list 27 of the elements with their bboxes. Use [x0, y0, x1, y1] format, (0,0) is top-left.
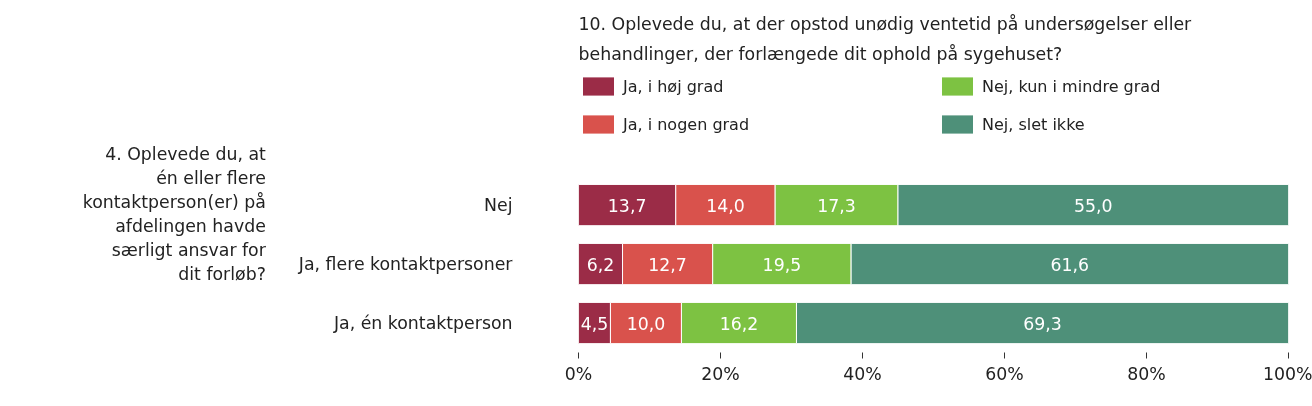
data-label: 4,5: [580, 313, 609, 334]
data-label: 10,0: [626, 313, 666, 334]
x-tick-label: 40%: [843, 363, 882, 384]
data-label: 61,6: [1050, 254, 1090, 275]
x-tick-label: 80%: [1127, 363, 1166, 384]
data-label: 12,7: [648, 254, 687, 275]
data-label: 14,0: [706, 195, 745, 216]
data-label: 17,3: [817, 195, 856, 216]
legend-label: Nej, kun i mindre grad: [982, 76, 1162, 96]
data-label: 13,7: [607, 195, 647, 216]
x-tick-label: 60%: [985, 363, 1024, 384]
y-tick-label: Ja, én kontaktperson: [332, 313, 513, 334]
data-label: 19,5: [762, 254, 802, 275]
legend-label: Ja, i høj grad: [623, 76, 725, 96]
data-label: 6,2: [586, 254, 615, 275]
legend-label: Nej, slet ikke: [982, 114, 1086, 134]
data-label: 16,2: [719, 313, 759, 334]
chart-title: 10. Oplevede du, at der opstod unødig ventetid på undersøgelser eller behandlinger, der forlængede dit ophold på sygehuset?: [578, 13, 1193, 64]
y-tick-label: Nej: [484, 195, 513, 216]
x-tick-label: 100%: [1262, 363, 1312, 384]
x-tick-label: 20%: [701, 363, 740, 384]
y-axis-title: 4. Oplevede du, at én eller flere kontaktperson(er) på afdelingen havde særligt ansvar for dit forløb?: [82, 143, 267, 284]
legend-label: Ja, i nogen grad: [623, 114, 751, 134]
y-tick-label: Ja, flere kontaktpersoner: [297, 254, 514, 275]
data-label: 55,0: [1073, 195, 1113, 216]
x-tick-label: 0%: [564, 363, 593, 384]
data-label: 69,3: [1023, 313, 1062, 334]
